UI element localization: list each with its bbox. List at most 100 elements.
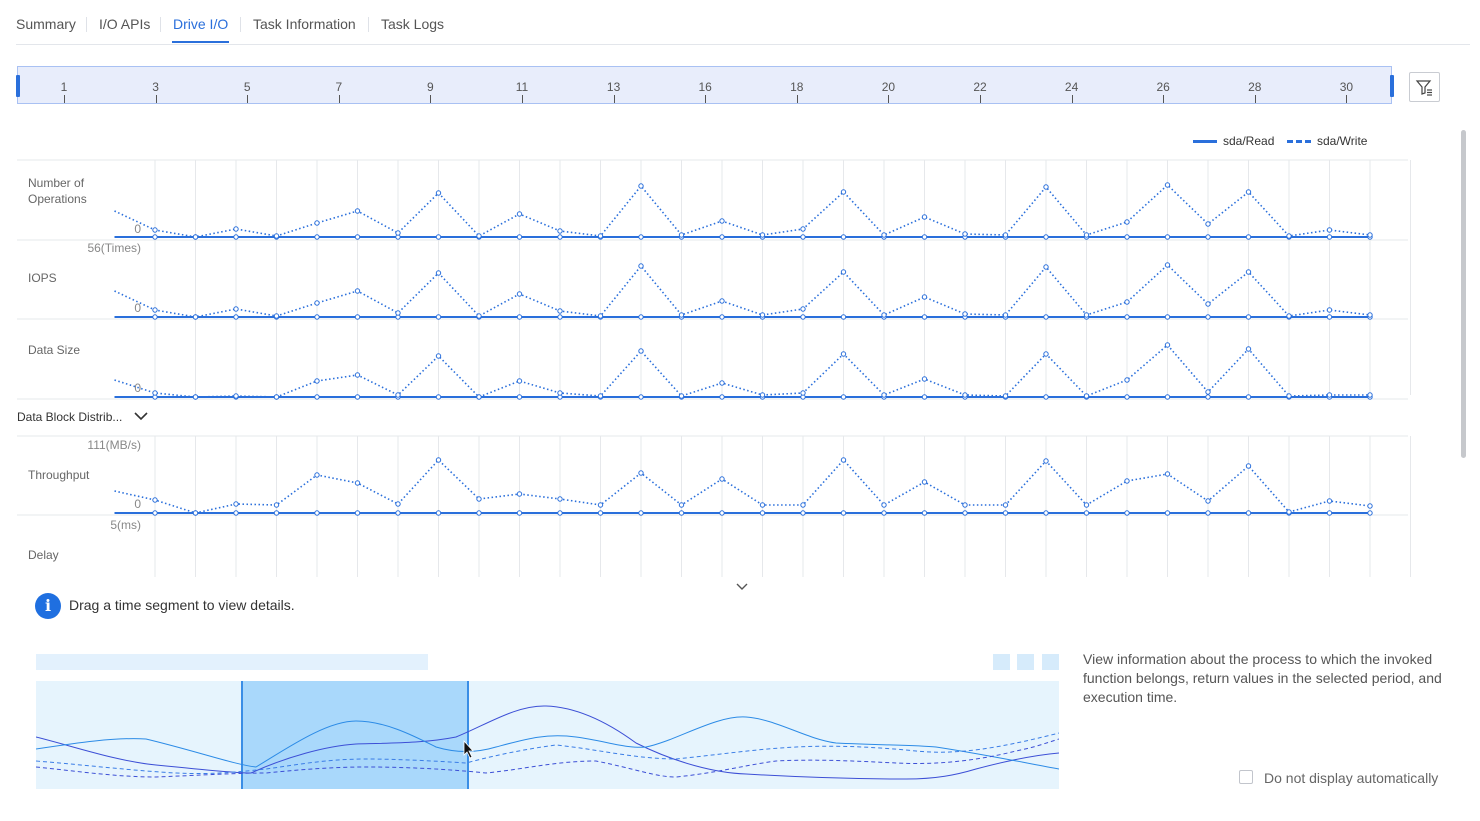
tab-task-logs[interactable]: Task Logs [381,16,445,32]
data-point [1124,314,1130,320]
data-point [395,392,401,398]
data-point [1043,234,1049,240]
timeline-end-handle[interactable] [1390,75,1394,97]
data-point [1043,510,1049,516]
data-point [719,298,725,304]
timeline-tick [980,95,981,103]
timeline-label: 9 [427,80,434,94]
data-point [719,380,725,386]
data-point [1205,498,1211,504]
data-point [1043,184,1049,190]
data-point [314,234,320,240]
data-point [152,234,158,240]
timeline-start-handle[interactable] [16,75,20,97]
data-point [314,510,320,516]
filter-button[interactable] [1409,72,1440,102]
data-point [354,208,361,214]
data-point [1002,510,1009,516]
data-point [395,310,401,316]
data-point [1002,312,1009,318]
data-point [435,510,442,516]
data-point [800,234,806,240]
timeline-tick [1163,95,1165,103]
data-point [800,226,806,232]
data-point [921,314,928,320]
data-point [516,491,523,497]
data-point [1043,458,1049,464]
data-point [597,233,604,239]
data-point [1124,478,1130,484]
data-point [1286,393,1292,399]
drag-selection-illustration [36,681,1059,789]
timeline-label: 30 [1339,80,1354,94]
iops-chart-label: IOPS [28,271,57,285]
data-point [1124,394,1130,400]
do-not-display-label[interactable]: Do not display automatically [1264,770,1439,786]
chevron-down-icon[interactable] [133,410,149,422]
do-not-display-checkbox[interactable] [1239,770,1253,784]
data-point [840,510,847,516]
legend-write[interactable]: sda/Write [1287,134,1367,148]
data-point [273,233,280,239]
data-point [233,501,239,507]
delay-chart-label: Delay [28,548,59,562]
data-point [962,510,968,516]
tab-drive-io[interactable]: Drive I/O [173,16,229,32]
legend-read[interactable]: sda/Read [1193,134,1274,148]
data-point [1205,510,1211,516]
data-point [1326,227,1333,233]
data-point [1245,394,1252,400]
data-point [1164,342,1171,348]
data-point [476,510,482,516]
data-point [1245,463,1252,469]
data-point [962,392,968,398]
data-point [1083,502,1090,508]
data-point [395,230,401,236]
data-point [881,510,887,516]
tab-summary[interactable]: Summary [16,16,76,32]
data-point [516,211,523,217]
data-point [800,390,806,396]
legend-write-label: sda/Write [1317,134,1368,148]
data-point [1205,234,1211,240]
data-point [638,234,644,240]
data-point [435,234,442,240]
data-point [273,510,280,516]
data-point [1124,219,1130,225]
data-point [1367,510,1373,516]
illustration-placeholder-square [1017,654,1034,670]
data-point [516,314,523,320]
pointer-hand-icon [463,739,474,759]
tab-io-apis[interactable]: I/O APIs [99,16,151,32]
data-point [1326,314,1333,320]
charts-scrollbar[interactable] [1461,130,1466,458]
data-point [476,313,482,319]
data-point [759,312,766,318]
timeline-label: 24 [1064,80,1079,94]
data-point [921,479,928,485]
collapse-chevron-icon[interactable] [732,580,752,594]
iops-max-label: 56(Times) [87,241,141,255]
tab-separator [368,17,369,32]
data-point [476,233,482,239]
data-point [1083,232,1090,238]
timeline-tick [247,95,249,103]
tab-task-information[interactable]: Task Information [253,16,356,32]
data-point [516,291,523,297]
data-point [719,234,725,240]
data-point [152,314,158,320]
data-point [840,234,847,240]
data-point [881,232,887,238]
data-point [314,472,320,478]
data-point [557,390,563,396]
timeline-range-selector[interactable]: 1 3 5 7 9 11 13 16 18 20 22 24 26 28 30 [16,66,1394,104]
data-point [1245,189,1252,195]
data-point [759,232,766,238]
process-info-description: View information about the process to wh… [1083,651,1442,705]
data-point [152,497,158,503]
data-point [1245,346,1252,352]
data-block-section-label[interactable]: Data Block Distrib... [17,410,123,424]
data-point [840,457,847,463]
legend-read-label: sda/Read [1223,134,1275,148]
data-point [1367,232,1373,238]
